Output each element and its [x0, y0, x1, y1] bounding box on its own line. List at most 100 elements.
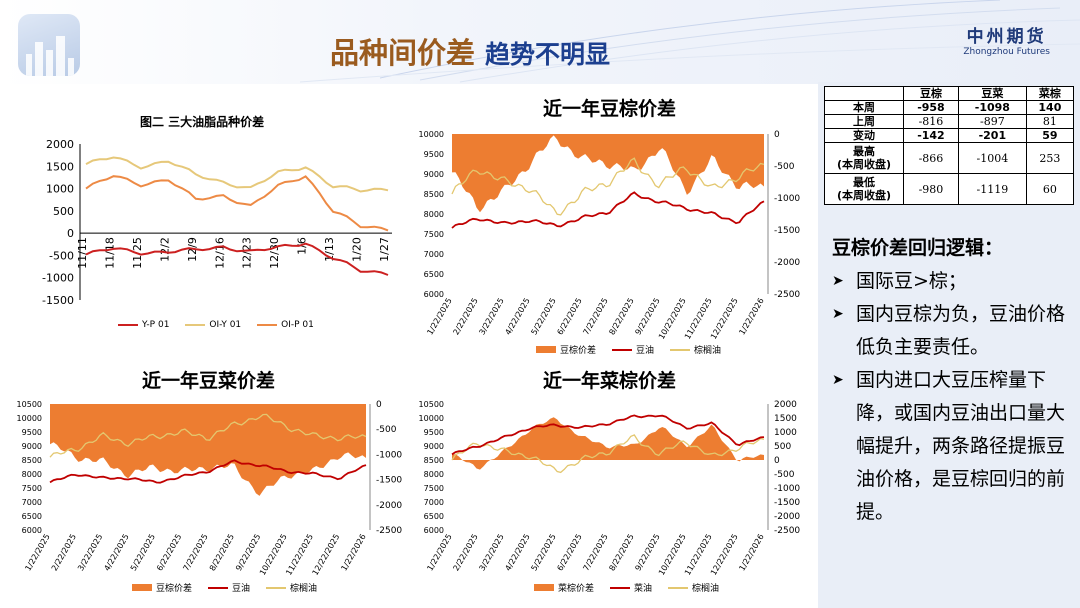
y-right-tick-label: -2500: [774, 526, 800, 536]
x-tick-label: 12/30: [268, 237, 281, 269]
series-line-y-p-01: [85, 242, 389, 276]
arrow-bullet-icon: ➤: [832, 306, 844, 322]
x-tick-label: 1/22/2025: [425, 297, 453, 337]
table-row: 本周 -958 -1098 140: [824, 100, 1075, 115]
logic-point: ➤ 国内进口大豆压榨量下降，或国内豆油出口量大幅提升，两条路径提振豆油价格，是豆棕…: [832, 364, 1072, 529]
spread-stats-table: 豆棕 豆菜 菜棕 本周 -958 -1098 140 上周 -816 -897 …: [824, 86, 1075, 205]
y-right-tick-label: -2000: [774, 512, 800, 522]
x-tick-label: 12/16: [213, 237, 226, 269]
chart1-legend: Y-P 01 OI-Y 01 OI-P 01: [118, 320, 314, 330]
x-tick-label: 9/22/2025: [633, 533, 661, 573]
table-cell: -201: [957, 128, 1027, 143]
x-tick-label: 7/22/2025: [181, 533, 209, 573]
x-tick-label: 1/22/2025: [425, 533, 453, 573]
legend-item: OI-Y 01: [185, 320, 241, 330]
table-row: 上周 -816 -897 81: [824, 114, 1075, 129]
y-right-tick-label: -1500: [774, 226, 800, 236]
y-left-tick-label: 9000: [22, 442, 42, 451]
y-right-tick-label: -1000: [774, 484, 800, 494]
x-tick-label: 6/22/2025: [555, 297, 583, 337]
x-tick-label: 1/20: [351, 237, 364, 262]
spread-area: [50, 404, 366, 496]
y-right-tick-label: -2500: [376, 526, 402, 536]
table-cell: 81: [1025, 114, 1075, 129]
y-left-tick-label: 9500: [22, 428, 42, 437]
table-row: 变动 -142 -201 59: [824, 128, 1075, 143]
logic-notes: 豆棕价差回归逻辑： ➤ 国际豆>棕； ➤ 国内豆棕为负，豆油价格低负主要责任。 ➤ 国…: [832, 232, 1072, 529]
brand-cn: 中州期货: [966, 27, 1047, 47]
table-header-row: 豆棕 豆菜 菜棕: [824, 86, 1075, 101]
x-tick-label: 2/22/2025: [451, 297, 479, 337]
chart2-legend: 豆棕价差 豆油 棕榈油: [536, 343, 721, 356]
x-tick-label: 5/22/2025: [129, 533, 157, 573]
x-tick-label: 7/22/2025: [581, 297, 609, 337]
table-row: 最高 (本周收盘) -866 -1004 253: [824, 142, 1075, 174]
legend-item: 豆棕价差: [536, 343, 596, 356]
page-title: 品种间价差 趋势不明显: [330, 30, 610, 72]
y-left-tick-label: 8000: [424, 470, 444, 479]
header-wave-decoration: [299, 0, 1080, 83]
x-tick-label: 3/22/2025: [477, 297, 505, 337]
brand-logo: 中州期货 Zhongzhou Futures: [963, 22, 1050, 57]
legend-item: 棕榈油: [266, 581, 317, 594]
y-right-tick-label: -500: [376, 425, 397, 435]
chart1-title: 图二 三大油脂品种价差: [140, 115, 265, 129]
y-left-tick-label: 10000: [419, 414, 444, 423]
x-tick-label: 1/22/2026: [737, 297, 765, 337]
y-right-tick-label: 0: [774, 456, 780, 466]
title-sub: 趋势不明显: [485, 40, 611, 69]
y-right-tick-label: -2000: [376, 501, 402, 511]
table-cell: -897: [957, 114, 1027, 129]
y-right-tick-label: 1500: [774, 414, 797, 424]
chart3-title: 近一年豆菜价差: [142, 370, 276, 392]
table-header-cell: 菜棕: [1025, 86, 1075, 101]
x-tick-label: 1/22/2026: [737, 533, 765, 573]
x-tick-label: 6/22/2025: [155, 533, 183, 573]
y-left-tick-label: 8000: [22, 470, 42, 479]
y-right-tick-label: -500: [774, 162, 795, 172]
table-cell: -980: [903, 173, 959, 205]
y-left-tick-label: 10000: [419, 130, 444, 139]
logic-point: ➤ 国际豆>棕；: [832, 265, 1072, 298]
legend-item: 菜油: [610, 581, 652, 594]
arrow-bullet-icon: ➤: [832, 372, 844, 388]
logic-heading: 豆棕价差回归逻辑：: [832, 237, 1004, 259]
x-tick-label: 12/22/2025: [709, 297, 740, 341]
logic-point-text: 国际豆>棕；: [856, 270, 967, 292]
y-left-tick-label: 7500: [424, 230, 444, 239]
table-cell: -142: [903, 128, 959, 143]
x-tick-label: 5/22/2025: [529, 297, 557, 337]
legend-label: 菜棕价差: [558, 584, 595, 594]
y-left-tick-label: 8500: [424, 190, 444, 199]
y-left-tick-label: 10500: [17, 400, 42, 409]
series-line-oi-p-01: [85, 175, 389, 232]
series-line-red: [451, 414, 765, 456]
legend-label: 菜油: [634, 584, 653, 594]
corner-logo: [18, 14, 80, 76]
y-left-tick-label: 9500: [424, 428, 444, 437]
x-tick-label: 8/22/2025: [607, 297, 635, 337]
y-tick-label: -1500: [42, 294, 74, 307]
table-cell: -816: [903, 114, 959, 129]
row-label: 最高 (本周收盘): [824, 142, 904, 174]
legend-item: Y-P 01: [118, 320, 169, 330]
table-header-cell: 豆棕: [903, 86, 959, 101]
brand-en: Zhongzhou Futures: [963, 47, 1050, 57]
y-right-tick-label: 0: [774, 130, 780, 140]
x-tick-label: 4/22/2025: [503, 297, 531, 337]
table-cell: 60: [1025, 173, 1075, 205]
x-tick-label: 3/22/2025: [76, 533, 104, 573]
x-tick-label: 6/22/2025: [555, 533, 583, 573]
y-left-tick-label: 9500: [424, 150, 444, 159]
y-right-tick-label: -500: [774, 470, 795, 480]
x-tick-label: 8/22/2025: [208, 533, 236, 573]
table-cell: -1098: [957, 100, 1027, 115]
y-right-tick-label: 0: [376, 400, 382, 410]
legend-label: Y-P 01: [142, 320, 170, 330]
table-header-cell: 豆菜: [957, 86, 1027, 101]
x-tick-label: 12/22/2025: [709, 533, 740, 577]
x-tick-label: 10/22/2025: [258, 533, 289, 577]
logic-point-text: 国内豆棕为负，豆油价格低负主要责任。: [856, 303, 1066, 358]
table-row: 最低 (本周收盘) -980 -1119 60: [824, 173, 1075, 205]
x-tick-label: 11/22/2025: [284, 533, 315, 577]
